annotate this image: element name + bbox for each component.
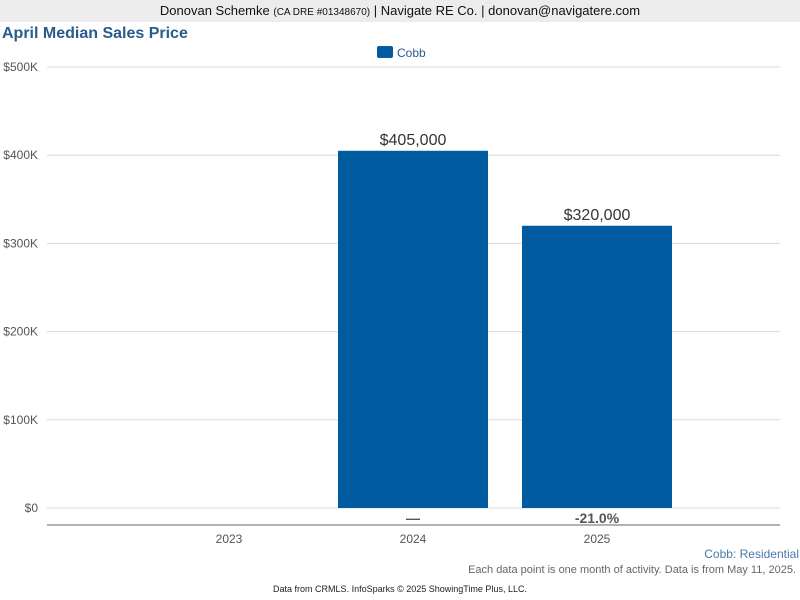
footer-credit: Data from CRMLS. InfoSparks © 2025 Showi… [273, 584, 527, 594]
x-tick-label: 2024 [400, 532, 427, 546]
legend-swatch [377, 46, 393, 58]
agent-email: | donovan@navigatere.com [481, 3, 641, 18]
change-label: -21.0% [575, 510, 620, 526]
legend-label: Cobb [397, 46, 426, 60]
y-tick-label: $0 [25, 501, 39, 515]
bar-value-label: $320,000 [564, 207, 631, 224]
chart-title: April Median Sales Price [2, 25, 188, 42]
y-tick-label: $400K [3, 148, 38, 162]
bar [522, 225, 672, 508]
agent-license: (CA DRE #01348670) [273, 7, 371, 18]
x-tick-label: 2025 [584, 532, 611, 546]
change-label: — [406, 510, 420, 526]
x-tick-label: 2023 [216, 532, 243, 546]
chart-subtitle: Cobb: Residential [704, 547, 799, 561]
y-tick-label: $100K [3, 413, 38, 427]
bar [338, 150, 488, 509]
header-bar: Donovan Schemke (CA DRE #01348670) | Nav… [0, 0, 800, 22]
y-tick-label: $500K [3, 60, 38, 74]
footer-note: Each data point is one month of activity… [468, 564, 796, 576]
y-tick-label: $200K [3, 325, 38, 339]
y-tick-label: $300K [3, 236, 38, 250]
bar-value-label: $405,000 [380, 132, 447, 149]
agent-name: Donovan Schemke [159, 3, 270, 18]
company-name: | Navigate RE Co. [373, 3, 478, 18]
